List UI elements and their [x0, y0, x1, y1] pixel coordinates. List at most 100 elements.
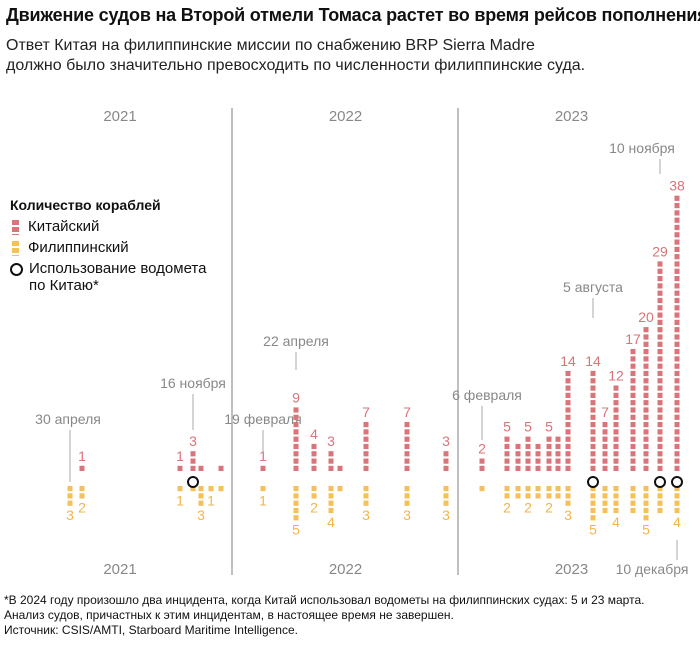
philippine-ship-segment	[328, 507, 334, 514]
philippine-ship-segment	[311, 493, 317, 499]
philippine-ship-segment	[613, 507, 619, 514]
chinese-ship-segment	[404, 436, 410, 442]
chinese-ship-segment	[565, 458, 571, 464]
chinese-ship-segment	[657, 422, 663, 428]
chinese-ship-segment	[630, 378, 636, 384]
philippine-ship-segment	[630, 493, 636, 499]
chinese-ship-segment	[504, 436, 510, 442]
chinese-ship-segment	[613, 451, 619, 457]
chinese-ship-segment	[643, 458, 649, 464]
chinese-ship-segment	[613, 465, 619, 471]
philippine-count-label: 4	[673, 514, 681, 530]
philippine-ship-segment	[293, 515, 299, 521]
philippine-ship-segment	[630, 500, 636, 506]
chinese-ship-segment	[363, 422, 369, 428]
legend-swatch-philippine	[12, 241, 19, 256]
chinese-ship-segment	[613, 443, 619, 450]
philippine-ship-segment	[67, 493, 73, 499]
chinese-ship-segment	[311, 451, 317, 457]
chinese-ship-segment	[674, 254, 680, 260]
chinese-ship-segment	[590, 422, 596, 428]
chinese-ship-segment	[643, 407, 649, 413]
event-group	[613, 385, 619, 514]
philippine-ship-segment	[643, 500, 649, 506]
philippine-ship-segment	[643, 507, 649, 514]
philippine-ship-segment	[674, 493, 680, 499]
chinese-ship-segment	[565, 370, 571, 377]
chinese-ship-segment	[674, 327, 680, 333]
philippine-ship-segment	[674, 507, 680, 514]
chinese-count-label: 1	[176, 448, 184, 464]
chinese-ship-segment	[565, 436, 571, 442]
chinese-ship-segment	[674, 268, 680, 274]
event-group	[525, 436, 531, 499]
chinese-ship-segment	[590, 443, 596, 450]
chinese-ship-segment	[643, 436, 649, 442]
chinese-ship-segment	[177, 465, 183, 471]
chinese-ship-segment	[525, 436, 531, 442]
event-group	[198, 465, 204, 506]
legend-label-water-cannon: Использование водомета по Китаю*	[29, 260, 206, 294]
chinese-ship-segment	[504, 443, 510, 450]
chinese-ship-segment	[546, 436, 552, 442]
chinese-ship-segment	[311, 458, 317, 464]
chinese-ship-segment	[555, 436, 561, 442]
philippine-ship-segment	[515, 493, 521, 499]
philippine-ship-segment	[479, 486, 485, 492]
chinese-ship-segment	[674, 436, 680, 442]
date-annotation: 10 декабря	[616, 561, 689, 577]
water-cannon-marker	[587, 476, 599, 488]
philippine-count-label: 1	[259, 492, 267, 508]
chinese-ship-segment	[630, 356, 636, 362]
chinese-ship-segment	[674, 349, 680, 355]
event-group	[328, 451, 334, 514]
chinese-ship-segment	[643, 341, 649, 347]
source-note: Источник: CSIS/AMTI, Starboard Maritime …	[4, 623, 298, 637]
date-annotation: 30 апреля	[35, 411, 101, 427]
chinese-ship-segment	[643, 451, 649, 457]
chinese-ship-segment	[674, 451, 680, 457]
philippine-ship-segment	[363, 493, 369, 499]
philippine-ship-segment	[565, 493, 571, 499]
event-group	[337, 465, 343, 492]
year-label-top: 2023	[555, 108, 588, 125]
philippine-ship-segment	[79, 486, 85, 492]
chinese-ship-segment	[657, 392, 663, 398]
year-label-bottom: 2022	[329, 561, 362, 578]
chinese-ship-segment	[328, 465, 334, 471]
event-group	[546, 436, 552, 499]
chinese-count-label: 7	[403, 404, 411, 420]
chinese-count-label: 20	[638, 309, 654, 325]
event-group	[565, 370, 571, 506]
chinese-ship-segment	[674, 392, 680, 398]
chinese-ship-segment	[657, 458, 663, 464]
legend-item-chinese: Китайский	[10, 218, 206, 235]
event-group	[555, 436, 561, 499]
chinese-ship-segment	[525, 451, 531, 457]
water-cannon-marker	[187, 476, 199, 488]
chinese-ship-segment	[674, 465, 680, 471]
chinese-ship-segment	[630, 407, 636, 413]
philippine-ship-segment	[515, 486, 521, 492]
chinese-ship-segment	[535, 451, 541, 457]
event-group	[208, 486, 214, 492]
chinese-ship-segment	[613, 436, 619, 442]
chinese-ship-segment	[602, 436, 608, 442]
chinese-ship-segment	[190, 465, 196, 471]
chinese-ship-segment	[293, 436, 299, 442]
chinese-ship-segment	[565, 400, 571, 406]
philippine-ship-segment	[260, 486, 266, 492]
chinese-ship-segment	[546, 458, 552, 464]
legend-label-philippine: Филиппинский	[28, 239, 129, 256]
philippine-ship-segment	[293, 486, 299, 492]
chinese-ship-segment	[613, 385, 619, 391]
chinese-ship-segment	[613, 400, 619, 406]
chinese-ship-segment	[674, 232, 680, 238]
chinese-ship-segment	[363, 443, 369, 450]
chinese-ship-segment	[657, 319, 663, 325]
chinese-ship-segment	[525, 465, 531, 471]
philippine-ship-segment	[535, 486, 541, 492]
philippine-ship-segment	[293, 500, 299, 506]
philippine-ship-segment	[535, 493, 541, 499]
chinese-ship-segment	[546, 451, 552, 457]
